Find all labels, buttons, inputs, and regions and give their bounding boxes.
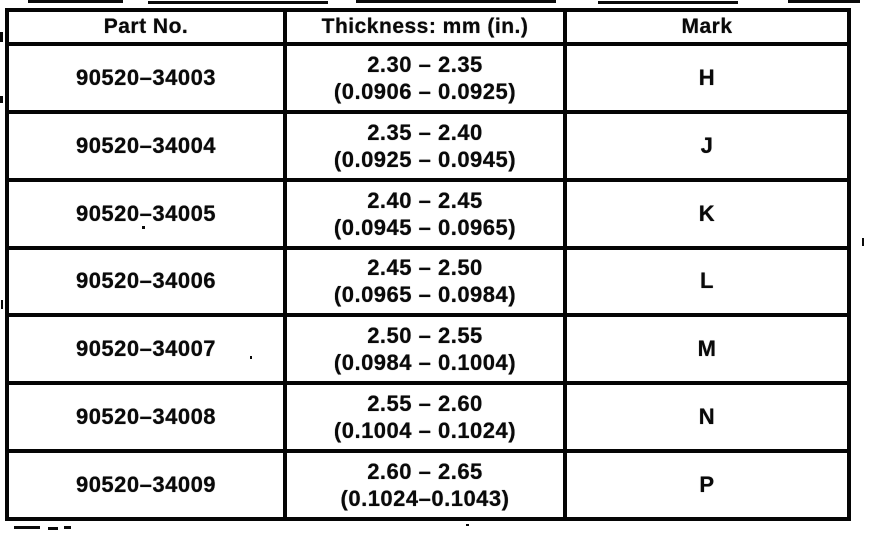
mark-cell: H [563,42,851,114]
scan-artifact [28,0,123,3]
scan-artifact [148,1,328,4]
table-row: 90520–34007 2.50 – 2.55 (0.0984 – 0.1004… [5,313,851,386]
table-header-row: Part No. Thickness: mm (in.) Mark [5,8,851,46]
thickness-mm-value: 2.35 – 2.40 [367,119,483,145]
table-row: 90520–34008 2.55 – 2.60 (0.1004 – 0.1024… [5,381,851,454]
thickness-cell: 2.30 – 2.35 (0.0906 – 0.0925) [283,42,567,114]
thickness-cell: 2.40 – 2.45 (0.0945 – 0.0965) [283,177,567,250]
part-no-cell: 90520–34009 [5,449,287,521]
thickness-mm-value: 2.55 – 2.60 [367,391,483,417]
mark-cell: N [563,381,851,454]
scan-artifact [250,356,252,359]
thickness-mm-value: 2.45 – 2.50 [367,255,483,281]
parts-table-body: 90520–34003 2.30 – 2.35 (0.0906 – 0.0925… [5,42,851,521]
thickness-mm-value: 2.60 – 2.65 [367,459,483,485]
part-no-cell: 90520–34007 [5,313,287,386]
table-row: 90520–34009 2.60 – 2.65 (0.1024–0.1043) … [5,449,851,521]
thickness-mm-value: 2.50 – 2.55 [367,323,483,349]
scan-artifact [466,524,469,526]
thickness-in-value: (0.0945 – 0.0965) [333,214,517,240]
thickness-cell: 2.50 – 2.55 (0.0984 – 0.1004) [283,313,567,386]
scan-artifact [48,527,58,530]
scan-artifact [598,1,738,4]
scan-artifact [356,0,556,3]
thickness-cell: 2.45 – 2.50 (0.0965 – 0.0984) [283,245,567,318]
thickness-mm-value: 2.30 – 2.35 [367,51,483,77]
scan-artifact [862,238,864,246]
col-header-thickness: Thickness: mm (in.) [283,8,567,46]
part-no-cell: 90520–34006 [5,245,287,318]
scan-artifact [0,96,3,103]
table-row: 90520–34003 2.30 – 2.35 (0.0906 – 0.0925… [5,42,851,114]
mark-cell: K [563,177,851,250]
scan-artifact [788,0,860,3]
thickness-cell: 2.55 – 2.60 (0.1004 – 0.1024) [283,381,567,454]
table-row: 90520–34004 2.35 – 2.40 (0.0925 – 0.0945… [5,109,851,182]
thickness-cell: 2.60 – 2.65 (0.1024–0.1043) [283,449,567,521]
part-no-cell: 90520–34005 [5,177,287,250]
thickness-mm-value: 2.40 – 2.45 [367,187,483,213]
table-row: 90520–34005 2.40 – 2.45 (0.0945 – 0.0965… [5,177,851,250]
thickness-in-value: (0.0925 – 0.0945) [333,146,517,172]
thickness-in-value: (0.0965 – 0.0984) [333,282,517,308]
scan-artifact [14,526,40,529]
scan-artifact [1,300,3,309]
scan-artifact [142,226,145,229]
part-no-cell: 90520–34004 [5,109,287,182]
mark-cell: J [563,109,851,182]
part-no-cell: 90520–34008 [5,381,287,454]
thickness-in-value: (0.1024–0.1043) [340,486,510,512]
part-no-cell: 90520–34003 [5,42,287,114]
col-header-mark: Mark [563,8,851,46]
table-row: 90520–34006 2.45 – 2.50 (0.0965 – 0.0984… [5,245,851,318]
thickness-in-value: (0.0906 – 0.0925) [333,78,517,104]
col-header-part-no: Part No. [5,8,287,46]
mark-cell: L [563,245,851,318]
thickness-cell: 2.35 – 2.40 (0.0925 – 0.0945) [283,109,567,182]
mark-cell: M [563,313,851,386]
parts-table: Part No. Thickness: mm (in.) Mark 90520–… [5,8,851,521]
scan-artifact [64,526,71,529]
thickness-in-value: (0.0984 – 0.1004) [333,350,517,376]
scan-artifact [0,32,3,42]
mark-cell: P [563,449,851,521]
thickness-in-value: (0.1004 – 0.1024) [333,418,517,444]
